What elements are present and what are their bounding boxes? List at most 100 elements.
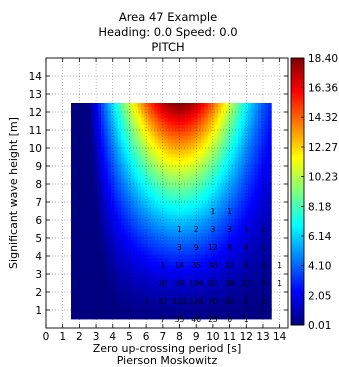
heatmap-cell [74, 239, 79, 244]
y-tick-label: 8 [35, 179, 42, 191]
heatmap-cell [177, 261, 182, 266]
heatmap-cell [227, 283, 232, 287]
colorbar-segment [291, 228, 304, 233]
heatmap-cell [184, 131, 189, 136]
heatmap-cell [217, 160, 222, 165]
heatmap-cell [177, 196, 182, 201]
heatmap-cell [207, 175, 212, 179]
heatmap-cell [194, 283, 199, 287]
heatmap-cell [244, 178, 249, 183]
heatmap-cell [247, 254, 252, 259]
heatmap-cell [204, 293, 209, 298]
heatmap-cell [107, 103, 112, 107]
heatmap-cell [191, 250, 195, 255]
heatmap-cell [131, 157, 135, 161]
heatmap-cell [267, 243, 272, 248]
heatmap-cell [221, 185, 225, 190]
heatmap-cell [184, 232, 189, 237]
heatmap-cell [247, 149, 252, 154]
heatmap-cell [174, 214, 179, 219]
heatmap-cell [81, 131, 85, 136]
heatmap-cell [181, 167, 185, 172]
heatmap-cell [104, 160, 109, 165]
heatmap-cell [207, 257, 212, 262]
heatmap-cell [247, 103, 252, 107]
heatmap-cell [261, 225, 266, 230]
heatmap-cell [164, 261, 169, 266]
heatmap-cell [167, 113, 172, 118]
heatmap-cell [231, 113, 235, 118]
heatmap-cell [257, 160, 262, 165]
heatmap-cell [264, 207, 269, 212]
heatmap-cell [197, 232, 202, 237]
heatmap-cell [121, 167, 125, 172]
heatmap-cell [81, 268, 85, 273]
heatmap-cell [144, 135, 149, 140]
heatmap-cell [187, 200, 192, 205]
heatmap-cell [267, 207, 272, 212]
heatmap-cell [91, 311, 95, 316]
heatmap-cell [84, 103, 89, 107]
heatmap-cell [164, 301, 169, 305]
heatmap-cell [174, 142, 179, 147]
heatmap-cell [231, 157, 235, 161]
count-label: 9 [244, 261, 249, 270]
heatmap-cell [231, 149, 235, 154]
heatmap-cell [134, 243, 139, 248]
heatmap-cell [224, 315, 229, 320]
heatmap-cell [224, 250, 229, 255]
heatmap-cell [217, 250, 222, 255]
heatmap-cell [101, 290, 105, 295]
heatmap-cell [191, 167, 195, 172]
heatmap-cell [117, 283, 122, 287]
heatmap-cell [207, 103, 212, 107]
heatmap-cell [207, 279, 212, 284]
heatmap-cell [164, 135, 169, 140]
heatmap-cell [197, 157, 202, 161]
heatmap-cell [234, 247, 239, 251]
heatmap-cell [197, 167, 202, 172]
heatmap-cell [147, 164, 152, 169]
heatmap-cell [101, 135, 105, 140]
heatmap-cell [107, 268, 112, 273]
heatmap-cell [247, 185, 252, 190]
heatmap-cell [167, 167, 172, 172]
heatmap-cell [181, 149, 185, 154]
heatmap-cell [194, 214, 199, 219]
heatmap-cell [247, 124, 252, 129]
colorbar-segment [291, 298, 304, 302]
heatmap-cell [161, 124, 165, 129]
heatmap-cell [71, 236, 75, 241]
heatmap-cell [101, 236, 105, 241]
heatmap-cell [257, 167, 262, 172]
heatmap-cell [97, 178, 102, 183]
heatmap-cell [97, 131, 102, 136]
heatmap-cell [124, 103, 129, 107]
heatmap-cell [234, 203, 239, 208]
heatmap-cell [111, 214, 115, 219]
heatmap-cell [234, 193, 239, 197]
heatmap-cell [124, 250, 129, 255]
heatmap-cell [204, 128, 209, 133]
heatmap-cell [191, 160, 195, 165]
heatmap-cell [267, 221, 272, 226]
heatmap-cell [217, 106, 222, 111]
heatmap-cell [231, 142, 235, 147]
heatmap-cell [157, 229, 162, 233]
heatmap-cell [154, 157, 159, 161]
heatmap-cell [237, 279, 242, 284]
heatmap-cell [111, 232, 115, 237]
heatmap-cell [164, 196, 169, 201]
heatmap-cell [104, 167, 109, 172]
heatmap-cell [257, 131, 262, 136]
heatmap-cell [254, 153, 259, 158]
heatmap-cell [104, 304, 109, 309]
heatmap-cell [107, 221, 112, 226]
heatmap-cell [127, 207, 132, 212]
heatmap-cell [204, 153, 209, 158]
heatmap-cell [261, 142, 266, 147]
heatmap-cell [191, 315, 195, 320]
heatmap-cell [207, 301, 212, 305]
heatmap-cell [97, 106, 102, 111]
heatmap-cell [181, 257, 185, 262]
